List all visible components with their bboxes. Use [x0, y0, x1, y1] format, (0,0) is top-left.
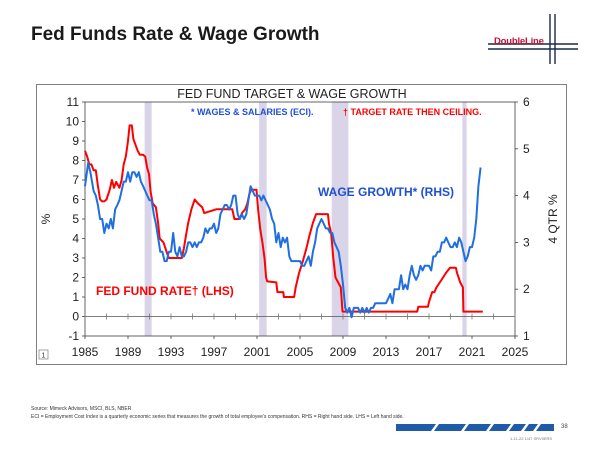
- chart-frame: -1 0 1 2 3 4 5 6 7 8 9 10 11 1 2 3 4 5 6 1985 1989 1993 1997 20…: [36, 84, 567, 365]
- wage-growth-label: WAGE GROWTH* (RHS): [318, 185, 454, 199]
- logo-lines: [488, 14, 578, 64]
- logo-text: DoubleLine: [494, 36, 544, 47]
- y2-tick-label: 5: [523, 142, 530, 156]
- footer-bar: [396, 424, 554, 431]
- y-axis-title: %: [39, 213, 53, 224]
- eci-note: ECI = Employment Cost Index is a quarter…: [31, 414, 404, 420]
- page-number: 38: [561, 424, 568, 430]
- x-tick-label: 2017: [416, 345, 443, 359]
- y2-tick-label: 6: [523, 95, 530, 109]
- recession-band: [144, 102, 152, 336]
- y-tick-label: 1: [72, 290, 79, 304]
- recession-band: [331, 102, 349, 336]
- y-tick-label: 10: [66, 115, 80, 129]
- y-tick-label: 9: [72, 134, 79, 148]
- source-note: Source: Mimeck Advisors, MSCI, BLS, NBER: [31, 406, 132, 412]
- subtitle-target: † TARGET RATE THEN CEILING.: [343, 107, 482, 117]
- date-code: 1-11-22 1/47 SRVIIERS: [510, 436, 553, 441]
- y2-tick-label: 2: [523, 282, 530, 296]
- fed-fund-rate-line: [84, 124, 483, 313]
- recession-band: [462, 102, 467, 336]
- recession-band: [259, 102, 267, 336]
- y-tick-label: 6: [72, 193, 79, 207]
- x-tick-label: 1985: [72, 345, 99, 359]
- y-tick-label: 0: [72, 310, 79, 324]
- y-tick-label: 2: [72, 271, 79, 285]
- box-number: 1: [42, 353, 46, 360]
- y-tick-label: 8: [72, 154, 79, 168]
- y2-axis-title: 4 QTR %: [546, 194, 560, 244]
- y2-tick-label: 4: [523, 189, 530, 203]
- chart-title: FED FUND TARGET & WAGE GROWTH: [177, 87, 406, 101]
- x-tick-label: 2021: [459, 345, 486, 359]
- box-number-frame: [38, 349, 49, 360]
- y-tick-label: 4: [72, 232, 79, 246]
- y2-tick-label: 3: [523, 235, 530, 249]
- slide-title: Fed Funds Rate & Wage Growth: [31, 24, 320, 45]
- y-tick-label: -1: [68, 329, 79, 343]
- company-logo: DoubleLine: [494, 36, 546, 49]
- x-tick-label: 1993: [158, 345, 185, 359]
- x-tick-label: 2013: [373, 345, 400, 359]
- subtitle-wages: * WAGES & SALARIES (ECI).: [191, 107, 314, 117]
- y-tick-label: 5: [72, 212, 79, 226]
- x-tick-label: 2009: [330, 345, 357, 359]
- x-tick-label: 2001: [244, 345, 271, 359]
- y2-tick-label: 1: [523, 329, 530, 343]
- fed-fund-rate-label: FED FUND RATE† (LHS): [96, 284, 234, 298]
- y-tick-label: 3: [72, 251, 79, 265]
- x-tick-label: 1997: [201, 345, 228, 359]
- y-tick-label: 7: [72, 173, 79, 187]
- x-tick-label: 2025: [502, 345, 529, 359]
- x-tick-label: 2005: [287, 345, 314, 359]
- x-tick-label: 1989: [115, 345, 142, 359]
- wage-growth-line: [84, 161, 482, 319]
- y-tick-label: 11: [67, 95, 80, 109]
